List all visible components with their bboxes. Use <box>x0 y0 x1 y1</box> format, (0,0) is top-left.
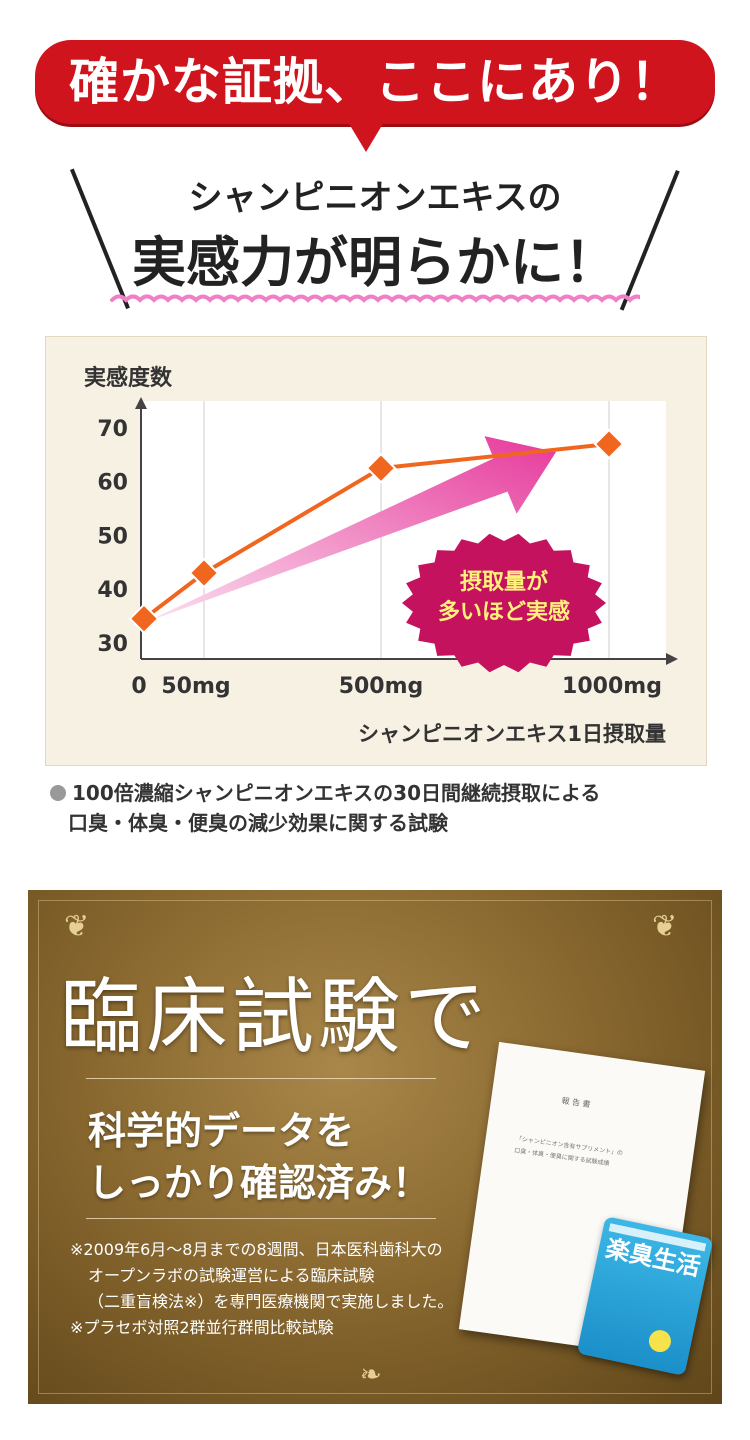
y-tick-label: 50 <box>97 524 128 549</box>
x-tick-label: 500mg <box>339 674 424 699</box>
headline-line-1: シャンピニオンエキスの <box>188 178 562 218</box>
top-left-ornament-icon: ❦ <box>64 909 90 944</box>
banner-pointer <box>348 122 384 152</box>
clinical-line-1: 科学的データを <box>88 1109 355 1153</box>
x-tick-label: 50mg <box>161 674 230 699</box>
data-point-marker <box>365 452 397 484</box>
data-point-marker <box>593 428 625 460</box>
chart-panel: 実感度数 70 60 50 40 30 0 50mg 500mg 1000mg 摂取量が 多い… <box>45 336 707 766</box>
y-tick-label: 40 <box>97 578 128 603</box>
fine-print-3: （二重盲検法※）を専門医療機関で実施しました。 <box>88 1292 454 1311</box>
clinical-line-2: しっかり確認済み！ <box>88 1161 431 1205</box>
divider-top <box>86 1078 436 1079</box>
trend-arrow <box>146 436 556 622</box>
callout-line-1: 摂取量が <box>460 569 548 595</box>
gold-frame <box>38 900 712 1394</box>
callout-burst <box>402 533 606 673</box>
fine-print-4: ※プラセボ対照2群並行群間比較試験 <box>70 1318 334 1337</box>
callout-line-2: 多いほど実感 <box>438 599 570 625</box>
report-title: 報 告 書 <box>560 1096 592 1110</box>
x-axis-label: シャンピニオンエキス1日摂取量 <box>358 722 666 746</box>
y-axis-label: 実感度数 <box>84 365 173 391</box>
package-sun-icon <box>646 1328 673 1355</box>
note-line-1: 100倍濃縮シャンピニオンエキスの30日間継続摂取による <box>72 781 601 805</box>
banner-title: 確かな証拠、ここにあり！ <box>69 52 681 111</box>
bullet-dot <box>50 785 66 801</box>
y-tick-label: 30 <box>97 632 128 657</box>
divider-bottom <box>86 1218 436 1219</box>
wavy-underline <box>110 294 640 303</box>
study-note: 100倍濃縮シャンピニオンエキスの30日間継続摂取による 口臭・体臭・便臭の減少… <box>50 778 720 838</box>
fine-print-2: オープンラボの試験運営による臨床試験 <box>88 1266 375 1285</box>
dose-response-chart: 実感度数 70 60 50 40 30 0 50mg 500mg 1000mg 摂取量が 多い… <box>84 365 678 746</box>
headline-line-2: 実感力が明らかに！ <box>132 230 618 294</box>
top-right-ornament-icon: ❦ <box>652 909 678 944</box>
x-axis-arrowhead <box>666 653 678 665</box>
note-line-2: 口臭・体臭・便臭の減少効果に関する試験 <box>68 811 448 835</box>
fine-print-1: ※2009年6月〜8月までの8週間、日本医科歯科大の <box>70 1240 443 1259</box>
headline-banner <box>35 40 715 124</box>
y-axis-arrowhead <box>135 397 147 409</box>
y-tick-label: 70 <box>97 417 128 442</box>
data-point-marker <box>188 557 220 589</box>
clinical-title: 臨床試験で <box>60 970 491 1065</box>
y-tick-label: 60 <box>97 471 128 496</box>
x-tick-label: 1000mg <box>562 674 662 699</box>
series-line <box>142 442 610 621</box>
x-tick-label: 0 <box>131 674 146 699</box>
bottom-ornament-icon: ❧ <box>360 1360 382 1390</box>
data-point-marker <box>128 603 160 635</box>
